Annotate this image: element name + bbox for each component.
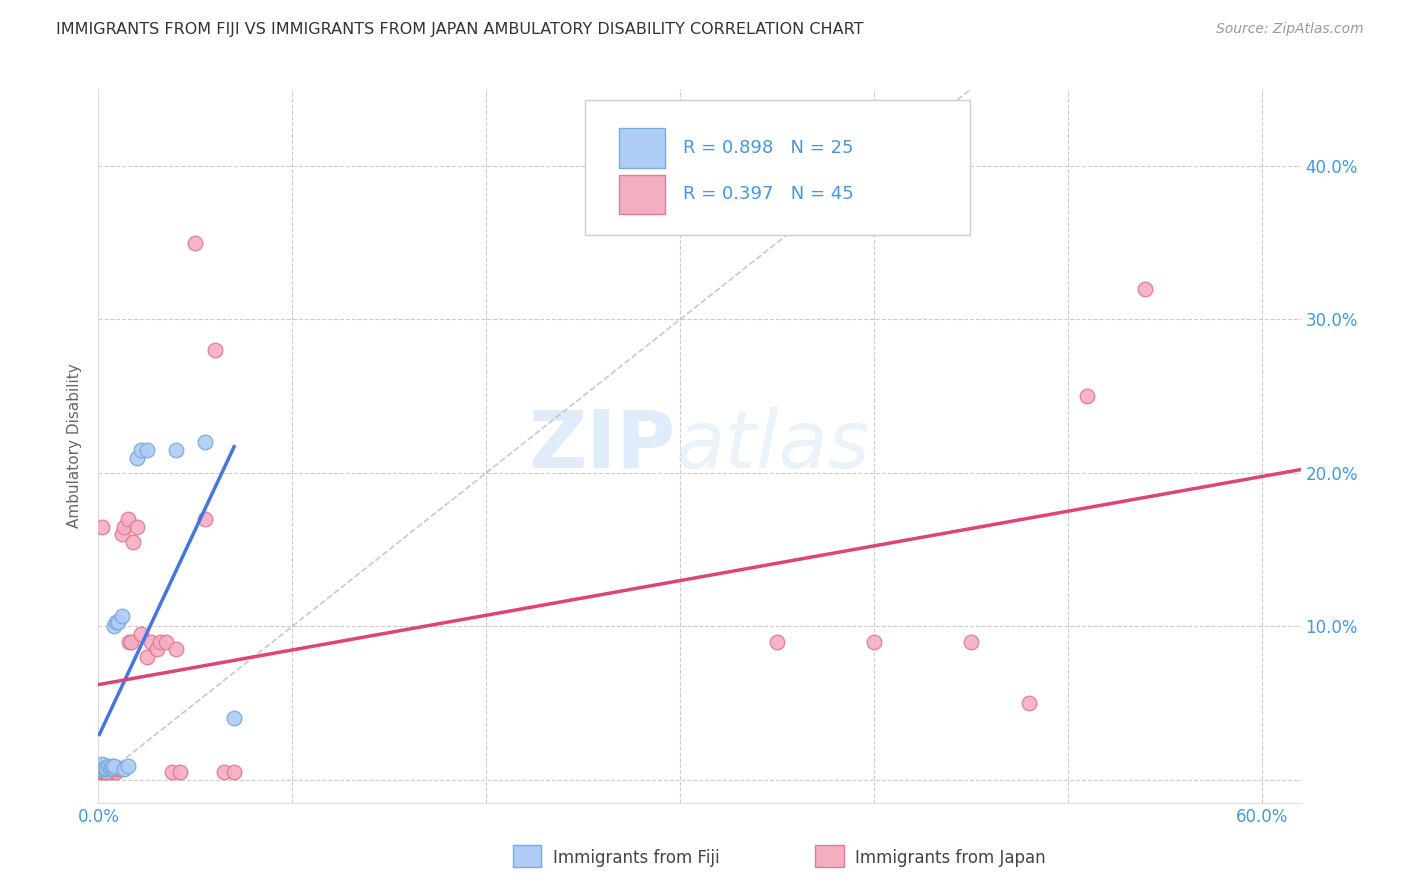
Point	[93, 765, 115, 780]
Point	[93, 760, 115, 774]
Point	[149, 634, 172, 648]
Y-axis label: Ambulatory Disability: Ambulatory Disability	[67, 364, 83, 528]
Point	[160, 765, 183, 780]
Point	[214, 765, 236, 780]
Text: R = 0.898   N = 25: R = 0.898 N = 25	[683, 139, 853, 157]
Point	[112, 519, 135, 533]
Point	[89, 762, 111, 776]
Point	[127, 519, 149, 533]
Point	[89, 762, 111, 776]
Point	[104, 765, 127, 780]
Point	[224, 711, 246, 725]
Point	[766, 634, 789, 648]
Point	[165, 642, 187, 657]
Point	[89, 765, 111, 780]
Text: atlas: atlas	[675, 407, 870, 485]
Point	[96, 765, 118, 780]
Point	[107, 762, 129, 776]
Point	[97, 759, 120, 773]
Point	[96, 762, 118, 776]
Point	[107, 615, 129, 629]
Point	[184, 235, 207, 250]
Text: IMMIGRANTS FROM FIJI VS IMMIGRANTS FROM JAPAN AMBULATORY DISABILITY CORRELATION : IMMIGRANTS FROM FIJI VS IMMIGRANTS FROM …	[56, 22, 863, 37]
Point	[139, 634, 162, 648]
Point	[145, 642, 167, 657]
Point	[127, 450, 149, 465]
Point	[104, 762, 127, 776]
Point	[93, 760, 115, 774]
Bar	[815, 845, 844, 867]
Point	[111, 527, 134, 541]
Text: Source: ZipAtlas.com: Source: ZipAtlas.com	[1216, 22, 1364, 37]
Point	[194, 435, 217, 450]
Point	[98, 760, 121, 774]
Point	[1135, 282, 1157, 296]
Point	[120, 634, 142, 648]
Bar	[619, 175, 665, 214]
Text: ZIP: ZIP	[529, 407, 675, 485]
Point	[96, 760, 118, 774]
Point	[117, 512, 139, 526]
Point	[122, 535, 145, 549]
Point	[107, 760, 129, 774]
Point	[155, 634, 177, 648]
Point	[1018, 696, 1040, 710]
Point	[129, 442, 152, 457]
FancyBboxPatch shape	[585, 100, 970, 235]
Point	[169, 765, 191, 780]
Point	[97, 765, 120, 780]
Text: Immigrants from Japan: Immigrants from Japan	[855, 849, 1046, 867]
Point	[98, 762, 121, 776]
Point	[112, 762, 135, 776]
Point	[103, 762, 125, 776]
Point	[103, 619, 125, 633]
Point	[103, 759, 125, 773]
Point	[204, 343, 226, 357]
Point	[101, 759, 124, 773]
Point	[165, 442, 187, 457]
Point	[101, 764, 124, 778]
Point	[863, 634, 886, 648]
Point	[96, 764, 118, 778]
Point	[118, 634, 141, 648]
Point	[135, 650, 157, 665]
Point	[91, 765, 114, 780]
Point	[91, 757, 114, 772]
Point	[101, 760, 124, 774]
Point	[960, 634, 983, 648]
Point	[135, 442, 157, 457]
Point	[104, 615, 127, 629]
Point	[129, 627, 152, 641]
Text: R = 0.397   N = 45: R = 0.397 N = 45	[683, 186, 853, 203]
Point	[89, 760, 111, 774]
Point	[91, 519, 114, 533]
Point	[101, 765, 124, 780]
Bar	[619, 128, 665, 168]
Point	[97, 764, 120, 778]
Bar	[513, 845, 541, 867]
Point	[194, 512, 217, 526]
Point	[1076, 389, 1098, 403]
Point	[117, 759, 139, 773]
Point	[224, 765, 246, 780]
Point	[93, 764, 115, 778]
Point	[111, 608, 134, 623]
Text: Immigrants from Fiji: Immigrants from Fiji	[553, 849, 720, 867]
Point	[91, 762, 114, 776]
